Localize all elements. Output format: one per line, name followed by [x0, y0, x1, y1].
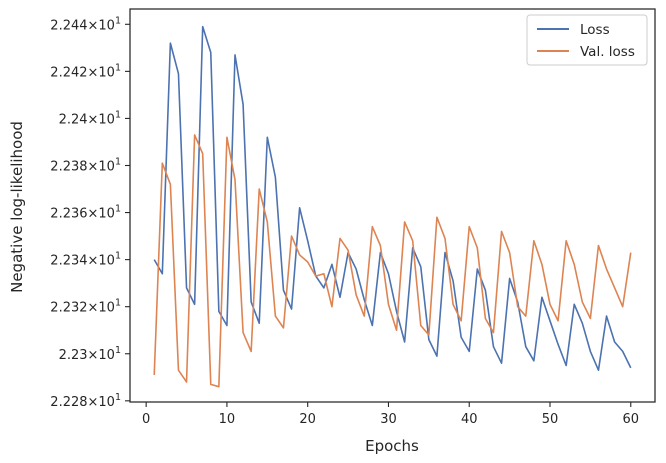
y-tick-label: 2.236×101 [50, 204, 121, 222]
legend-label-val-loss: Val. loss [580, 44, 635, 60]
x-tick-label: 60 [622, 412, 639, 427]
y-tick-label: 2.234×101 [50, 251, 121, 269]
x-tick-label: 40 [461, 412, 478, 427]
legend-box [526, 14, 648, 66]
x-tick-label: 50 [542, 412, 559, 427]
x-tick-label: 20 [299, 412, 316, 427]
y-tick-label: 2.238×101 [50, 156, 121, 174]
y-axis-label: Negative log-likelihood [8, 121, 26, 293]
legend-label-loss: Loss [580, 22, 610, 38]
series-line-loss [153, 25, 632, 372]
plot-area-frame [129, 8, 656, 403]
y-tick-label: 2.23×101 [59, 345, 121, 363]
series-line-val-loss [153, 134, 632, 388]
x-tick-label: 0 [142, 412, 150, 427]
y-tick-label: 2.244×101 [50, 15, 121, 33]
legend: Loss Val. loss [526, 14, 648, 66]
y-axis-ticks: 2.228×101 2.23×101 2.232×101 2.234×101 2.236… [50, 15, 130, 410]
y-tick-label: 2.242×101 [50, 62, 121, 80]
y-tick-label: 2.24×101 [59, 109, 121, 127]
y-tick-label: 2.228×101 [50, 392, 121, 410]
x-axis-label: Epochs [365, 437, 419, 455]
x-tick-label: 30 [380, 412, 397, 427]
x-axis-ticks: 0 10 20 30 40 50 60 [142, 402, 639, 427]
y-tick-label: 2.232×101 [50, 298, 121, 316]
x-tick-label: 10 [219, 412, 236, 427]
series-lines [153, 25, 632, 388]
